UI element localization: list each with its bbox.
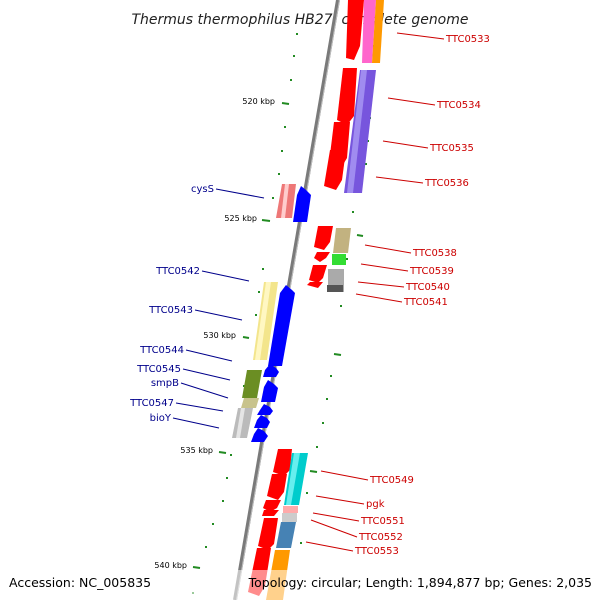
label-ttc0552[interactable]: TTC0552	[358, 532, 403, 543]
reverse-strand-genes	[248, 0, 384, 600]
label-ttc0542[interactable]: TTC0542	[155, 266, 200, 277]
gene-ttc0538[interactable]	[314, 226, 333, 250]
label-ttc0540[interactable]: TTC0540	[405, 282, 450, 293]
kbp-ticks	[192, 102, 364, 569]
gene-ttc0545[interactable]	[242, 370, 262, 398]
label-ttc0544[interactable]: TTC0544	[139, 345, 184, 356]
label-ttc0551[interactable]: TTC0551	[360, 516, 405, 527]
label-ttc0538[interactable]: TTC0538	[412, 248, 457, 259]
label-ttc0539[interactable]: TTC0539	[409, 266, 454, 277]
gene-ttc0544[interactable]	[263, 364, 279, 377]
label-ttc0549[interactable]: TTC0549	[369, 475, 414, 486]
map-title: Thermus thermophilus HB27, complete geno…	[131, 12, 468, 28]
gene-ttc0552[interactable]	[258, 518, 278, 550]
label-ttc0553[interactable]: TTC0553	[354, 546, 399, 557]
left-labels: cysS TTC0542 TTC0543 TTC0544 TTC0545 smp…	[129, 184, 214, 424]
topology-label: Topology: circular; Length: 1,894,877 bp…	[248, 575, 592, 590]
gene-ttc0539[interactable]	[333, 228, 351, 253]
gene-ttc0534[interactable]	[337, 68, 357, 125]
label-ttc0533[interactable]: TTC0533	[445, 34, 490, 45]
label-bioy[interactable]: bioY	[150, 413, 172, 424]
label-ttc0545[interactable]: TTC0545	[136, 364, 181, 375]
label-ttc0534[interactable]: TTC0534	[436, 100, 481, 111]
gene-ttc0543[interactable]	[268, 285, 295, 366]
footer-background	[0, 570, 600, 600]
left-leaders	[172, 188, 265, 429]
tick-label-525: 525 kbp	[224, 214, 257, 223]
gene-ttc0551[interactable]	[282, 513, 297, 522]
tick-label-540: 540 kbp	[154, 561, 187, 570]
tick-label-520: 520 kbp	[242, 97, 275, 106]
tick-label-535: 535 kbp	[180, 446, 213, 455]
right-leaders	[305, 32, 445, 552]
label-ttc0536[interactable]: TTC0536	[424, 178, 469, 189]
gene-smpb[interactable]	[261, 380, 278, 402]
tick-label-530: 530 kbp	[203, 331, 236, 340]
label-ttc0535[interactable]: TTC0535	[429, 143, 474, 154]
gene-ttc0540[interactable]	[332, 254, 346, 265]
gene-ttc0549[interactable]	[273, 449, 292, 476]
gene-ttc0547[interactable]	[257, 404, 273, 415]
forward-strand-genes	[232, 184, 311, 442]
gene-ttc0533[interactable]	[346, 0, 364, 60]
gene-pgk[interactable]	[263, 500, 281, 512]
label-cyss[interactable]: cysS	[191, 184, 214, 195]
label-smpb[interactable]: smpB	[151, 378, 179, 389]
accession-label: Accession: NC_005835	[9, 575, 151, 590]
label-ttc0547[interactable]: TTC0547	[129, 398, 174, 409]
label-ttc0541[interactable]: TTC0541	[403, 297, 448, 308]
label-pgk[interactable]: pgk	[366, 499, 385, 510]
right-labels: TTC0533 TTC0534 TTC0535 TTC0536 TTC0538 …	[354, 34, 490, 557]
label-ttc0543[interactable]: TTC0543	[148, 305, 193, 316]
